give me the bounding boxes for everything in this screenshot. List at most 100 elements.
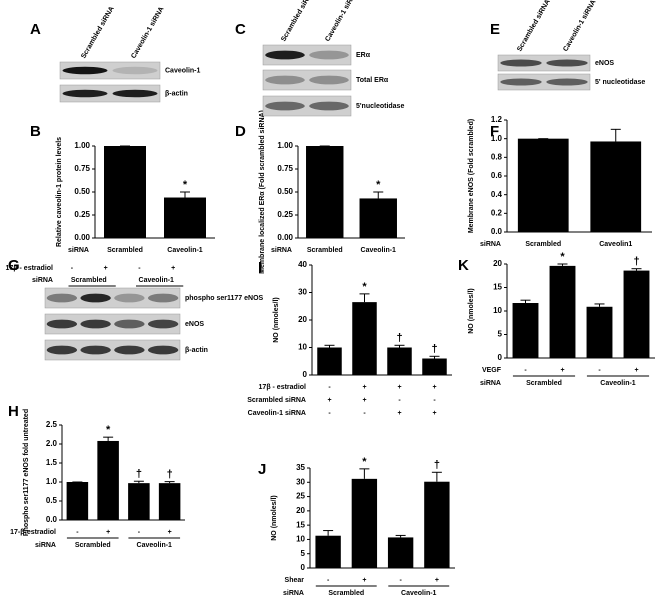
error-bar xyxy=(164,481,175,484)
blot-band xyxy=(62,89,108,98)
significance-marker: † xyxy=(167,469,173,481)
blot-band xyxy=(62,66,108,75)
row-cell: Scrambled xyxy=(526,380,562,387)
error-bar xyxy=(373,191,384,199)
y-tick-label: 5 xyxy=(498,330,503,339)
bar xyxy=(586,306,613,358)
y-tick-label: 0.0 xyxy=(491,227,503,236)
y-tick-label: 0.00 xyxy=(74,233,90,242)
bar xyxy=(97,440,119,520)
blot-strip xyxy=(497,73,591,91)
blot-strip xyxy=(59,61,161,80)
band-label: eNOS xyxy=(595,60,614,67)
bar xyxy=(424,481,450,568)
significance-marker: † xyxy=(396,332,402,344)
row-cell: - xyxy=(524,367,527,374)
bar xyxy=(590,141,642,232)
error-bar xyxy=(631,268,642,271)
significance-marker: † xyxy=(431,343,437,355)
blot-band xyxy=(46,319,78,329)
blot-band xyxy=(114,319,145,329)
row-cell: Scrambled xyxy=(71,277,107,284)
row-cell: - xyxy=(76,529,79,536)
y-tick-label: 0.75 xyxy=(74,164,90,173)
row-cell: Caveolin-1 xyxy=(167,247,203,254)
band-label: phospho ser1177 eNOS xyxy=(185,295,264,302)
y-tick-label: 0.00 xyxy=(277,233,293,242)
row-label: siRNA xyxy=(68,247,89,254)
blot-strip xyxy=(59,84,161,103)
y-tick-label: 2.5 xyxy=(46,420,58,429)
band-label: 5'nucleotidase xyxy=(356,103,404,110)
error-bar xyxy=(359,468,370,479)
blot-band xyxy=(114,345,145,355)
panel-letter: F xyxy=(490,123,499,140)
row-cell: Caveolin-1 xyxy=(361,247,397,254)
y-tick-label: 0 xyxy=(301,563,306,572)
bar xyxy=(623,270,650,358)
significance-marker: * xyxy=(560,251,565,263)
panel-letter: J xyxy=(258,461,266,478)
bar xyxy=(66,482,89,520)
y-axis-label: NO (nmoles/l) xyxy=(271,495,278,541)
row-cell: - xyxy=(138,265,141,272)
y-tick-label: 0.25 xyxy=(277,210,293,219)
row-cell: + xyxy=(397,410,401,417)
blot-strip xyxy=(44,287,181,309)
band-label: β-actin xyxy=(165,90,188,97)
significance-marker: * xyxy=(183,179,188,191)
y-axis-label: Phospho ser1177 eNOS fold untreated xyxy=(23,409,30,536)
blot-band xyxy=(265,50,305,60)
y-axis-label: Membrane eNOS (Fold scrambled) xyxy=(468,119,475,233)
lane-label: Caveolin-1 siRNA xyxy=(324,0,359,43)
y-tick-label: 0 xyxy=(303,370,308,379)
blot-band xyxy=(309,101,349,111)
row-cell: + xyxy=(432,384,436,391)
row-label: siRNA xyxy=(283,590,304,597)
row-label: Shear xyxy=(285,577,305,584)
row-cell: - xyxy=(71,265,74,272)
significance-marker: † xyxy=(633,256,639,268)
blot-band xyxy=(309,50,349,60)
significance-marker: * xyxy=(362,456,367,468)
error-bar xyxy=(359,293,370,303)
y-tick-label: 0.50 xyxy=(277,187,293,196)
y-tick-label: 1.0 xyxy=(46,477,58,486)
y-tick-label: 2.0 xyxy=(46,439,58,448)
significance-marker: † xyxy=(136,468,142,480)
y-tick-label: 30 xyxy=(298,288,307,297)
row-label: VEGF xyxy=(482,367,502,374)
row-cell: + xyxy=(397,384,401,391)
row-label: Caveolin-1 siRNA xyxy=(248,410,306,417)
row-cell: + xyxy=(104,265,108,272)
y-tick-label: 35 xyxy=(296,463,305,472)
row-label: 17β - estradiol xyxy=(6,265,54,272)
error-bar xyxy=(429,355,440,359)
row-label: siRNA xyxy=(271,247,292,254)
blot-strip xyxy=(497,54,591,72)
bar xyxy=(549,265,576,358)
band-label: β-actin xyxy=(185,347,208,354)
y-tick-label: 0.6 xyxy=(491,171,503,180)
y-tick-label: 20 xyxy=(296,506,305,515)
blot-strip xyxy=(44,313,181,335)
y-tick-label: 20 xyxy=(298,315,307,324)
band-label: 5' nucleotidase xyxy=(595,79,645,86)
bar xyxy=(359,198,397,238)
row-cell: Caveolin-1 xyxy=(139,277,175,284)
y-axis-label: Membrane localized ERα (Fold scrambled s… xyxy=(259,110,266,274)
lane-label: Caveolin-1 siRNA xyxy=(130,6,165,60)
y-tick-label: 0.75 xyxy=(277,164,293,173)
panel-letter: K xyxy=(458,257,469,274)
y-tick-label: 1.00 xyxy=(277,141,293,150)
row-cell: - xyxy=(598,367,601,374)
row-cell: + xyxy=(432,410,436,417)
blot-band xyxy=(147,293,179,303)
bar xyxy=(315,535,341,568)
row-cell: Caveolin-1 xyxy=(600,380,636,387)
row-cell: + xyxy=(362,577,366,584)
y-tick-label: 15 xyxy=(296,520,305,529)
panel-letter: E xyxy=(490,21,500,38)
y-tick-label: 20 xyxy=(493,259,502,268)
blot-strip xyxy=(262,95,352,117)
